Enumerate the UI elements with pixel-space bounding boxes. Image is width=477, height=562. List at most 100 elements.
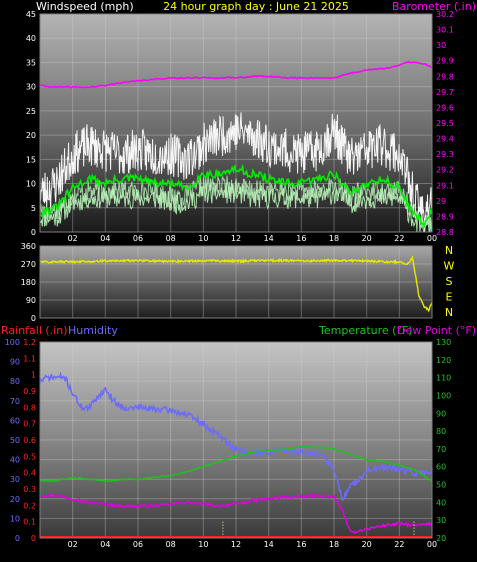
y-tick-label-left: 0.3 [23,485,36,494]
dew-point-title: Dew Point (°F) [397,324,476,337]
y-tick-label-right: 90 [436,409,446,418]
x-tick-label: 08 [166,540,176,549]
y-tick-label-left: 90 [26,296,36,305]
wind-series [39,61,433,233]
y-tick-label-right: 70 [436,445,446,454]
direction-series [39,255,433,313]
y-tick-label-right: 30 [436,516,446,525]
y-tick-label-left: 0.8 [23,403,36,412]
y-tick-label-right: 29.9 [436,57,454,66]
x-tick-label: 08 [166,234,176,243]
y-tick-label-left: 0 [31,228,36,237]
y-tick-label-right: 30.1 [436,26,454,35]
y-tick-label-left: 15 [26,155,36,164]
y-tick-label-right: 29.8 [436,72,454,81]
y-tick-label-left: 30 [26,83,36,92]
x-tick-label: 14 [264,234,274,243]
y-tick-label-left: 0.1 [23,518,36,527]
compass-label: N [445,306,453,319]
x-tick-label: 04 [100,234,110,243]
y-tick-label-left: 180 [21,278,36,287]
x-tick-label: 04 [100,540,110,549]
y-tick-label-right: 29.6 [436,103,454,112]
humidity-series [39,371,433,501]
x-tick-label: 22 [394,234,404,243]
y-tick-label-left: 35 [26,58,36,67]
humidity-title: Humidity [68,324,118,337]
humidity-series [39,371,433,538]
y-tick-label-left: 0.9 [23,387,36,396]
x-tick-label: 12 [231,234,241,243]
y-tick-label-left: 80 [10,377,20,386]
y-tick-label-left: 20 [10,495,20,504]
x-tick-label: 10 [198,234,208,243]
y-tick-label-right: 60 [436,463,446,472]
y-tick-label-right: 100 [436,391,451,400]
y-tick-label-right: 29.7 [436,88,454,97]
y-tick-label-left: 60 [10,416,20,425]
humidity-axes: 02 04 06 08 10 12 14 16 18 20 22 0000.10.20.30.40.5… [5,338,452,549]
y-tick-label-right: 50 [436,481,446,490]
y-tick-label-left: 40 [26,34,36,43]
x-tick-label: 20 [362,540,372,549]
x-tick-label: 00 [427,234,437,243]
y-tick-label-right: 130 [436,338,451,347]
dew-point-series [39,492,433,534]
x-tick-label: 22 [394,540,404,549]
y-tick-label-left: 0 [31,534,36,543]
x-tick-label: 06 [133,540,143,549]
wind-direction-series [39,255,433,313]
y-tick-label-left: 0.6 [23,436,36,445]
x-tick-label: 02 [68,540,78,549]
plot-border [39,341,433,539]
y-tick-label-right: 40 [436,498,446,507]
x-tick-label: 20 [362,234,372,243]
y-tick-label-left: 90 [10,358,20,367]
x-tick-label: 14 [264,540,274,549]
x-tick-label: 16 [296,540,306,549]
rainfall-title: Rainfall (.in) [1,324,68,337]
temperature-title: Temperature (°F) [318,324,413,337]
x-tick-label: 12 [231,540,241,549]
compass-label: E [446,291,453,304]
y-tick-label-right: 110 [436,374,451,383]
y-tick-label-left: 40 [10,456,20,465]
wind-gust-series [39,112,433,232]
wind-axes: 02 04 06 08 10 12 14 16 18 20 22 000510152025303540… [26,10,454,243]
y-tick-label-right: 120 [436,356,451,365]
wind-low-series [39,175,433,231]
y-tick-label-left: 360 [21,242,36,251]
wind-direction-plot-area [40,246,432,318]
y-tick-label-right: 29.1 [436,181,454,190]
y-tick-label-left: 30 [10,475,20,484]
x-tick-label: 06 [133,234,143,243]
y-tick-label-left: 10 [10,514,20,523]
y-tick-label-right: 20 [436,534,446,543]
y-tick-label-right: 30.2 [436,10,454,19]
y-tick-label-left: 1.2 [23,338,36,347]
y-tick-label-left: 1.1 [23,354,36,363]
x-tick-label: 16 [296,234,306,243]
compass-label: N [445,244,453,257]
x-tick-label: 10 [198,540,208,549]
compass-label: S [446,275,453,288]
y-tick-label-left: 0 [31,314,36,323]
plot-border [39,13,433,233]
y-tick-label-left: 20 [26,131,36,140]
plot-border [39,245,433,319]
y-tick-label-left: 0 [15,534,20,543]
y-tick-label-right: 29.2 [436,166,454,175]
y-tick-label-left: 0.2 [23,501,36,510]
y-tick-label-right: 29.4 [436,135,454,144]
y-tick-label-right: 80 [436,427,446,436]
wind-low-series [39,181,433,233]
y-tick-label-left: 10 [26,180,36,189]
y-tick-label-left: 270 [21,260,36,269]
y-tick-label-left: 50 [10,436,20,445]
temperature-series [39,445,433,483]
y-tick-label-left: 45 [26,10,36,19]
compass-label: W [444,260,455,273]
y-tick-label-right: 29.5 [436,119,454,128]
